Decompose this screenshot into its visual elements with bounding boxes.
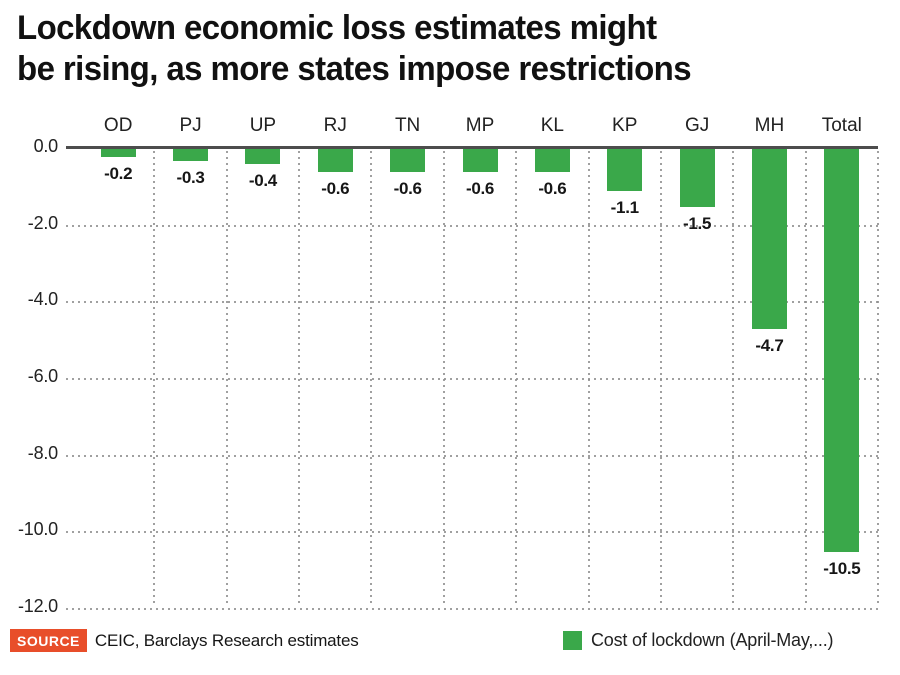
bar-rj — [317, 149, 353, 172]
value-label: -0.4 — [248, 171, 277, 191]
value-label: -1.5 — [683, 213, 712, 233]
category-label: PJ — [179, 115, 202, 136]
bar-tn — [390, 149, 426, 172]
y-tick-label: -12.0 — [17, 596, 58, 616]
bar-up — [245, 149, 281, 165]
category-label: Total — [821, 115, 862, 136]
horizontal-gridline — [66, 531, 878, 534]
vertical-gridline — [370, 151, 373, 606]
vertical-gridline — [659, 151, 662, 606]
vertical-gridline — [225, 151, 228, 606]
bar-pj — [173, 149, 209, 161]
category-label: MP — [465, 115, 495, 136]
value-label: -4.7 — [755, 336, 784, 356]
chart-title-line1: Lockdown economic loss estimates might — [17, 9, 657, 47]
legend-swatch-icon — [563, 631, 582, 650]
value-label: -1.1 — [610, 198, 639, 218]
vertical-gridline — [515, 151, 518, 606]
bar-mh — [751, 149, 787, 330]
horizontal-gridline — [66, 301, 878, 304]
vertical-gridline — [153, 151, 156, 606]
category-label: MH — [754, 115, 785, 136]
vertical-gridline — [732, 151, 735, 606]
value-label: -0.6 — [465, 179, 495, 198]
horizontal-gridline — [66, 378, 878, 380]
category-label: UP — [249, 115, 277, 136]
vertical-gridline — [877, 151, 879, 606]
y-tick-label: 0.0 — [33, 136, 59, 156]
source-text: CEIC, Barclays Research estimates — [94, 630, 359, 650]
category-label: KP — [612, 115, 638, 136]
value-label: -0.6 — [393, 179, 422, 198]
category-label: RJ — [323, 115, 347, 136]
vertical-gridline — [442, 151, 445, 606]
chart-title-line2: be rising, as more states impose restric… — [17, 50, 692, 88]
value-label: -0.2 — [104, 163, 133, 183]
bar-gj — [679, 149, 715, 207]
category-label: OD — [103, 115, 133, 136]
value-label: -0.3 — [176, 167, 205, 187]
category-label: TN — [394, 115, 421, 136]
value-label: -10.5 — [823, 558, 861, 578]
plot-area: OD -0.2 PJ -0.3 UP -0.4 RJ -0.6 TN -0.6 MP -0.6 KL -0… — [66, 115, 879, 610]
chart-legend: Cost of lockdown (April-May,...) — [563, 630, 834, 651]
bar-total — [824, 149, 860, 552]
category-label: KL — [540, 115, 564, 136]
bar-mp — [462, 149, 498, 172]
vertical-gridline — [587, 151, 590, 606]
category-label: GJ — [684, 115, 710, 136]
horizontal-gridline — [66, 454, 878, 457]
horizontal-gridline — [66, 224, 878, 227]
vertical-gridline — [298, 151, 301, 606]
y-tick-label: -8.0 — [27, 442, 58, 463]
chart-title: Lockdown economic loss estimates might b… — [17, 8, 692, 90]
y-tick-label: -4.0 — [27, 289, 58, 310]
y-tick-label: -10.0 — [17, 519, 58, 540]
value-label: -0.6 — [538, 179, 567, 198]
bar-kl — [534, 149, 570, 172]
y-tick-label: -6.0 — [27, 366, 58, 386]
bar-od — [100, 149, 136, 157]
source-row: SOURCE CEIC, Barclays Research estimates — [10, 629, 359, 652]
y-tick-label: -2.0 — [27, 212, 58, 233]
horizontal-gridline — [66, 608, 878, 610]
legend-label: Cost of lockdown (April-May,...) — [591, 630, 834, 650]
source-badge: SOURCE — [10, 629, 87, 652]
value-label: -0.6 — [321, 179, 350, 198]
vertical-gridline — [804, 151, 807, 606]
bar-kp — [607, 149, 643, 192]
